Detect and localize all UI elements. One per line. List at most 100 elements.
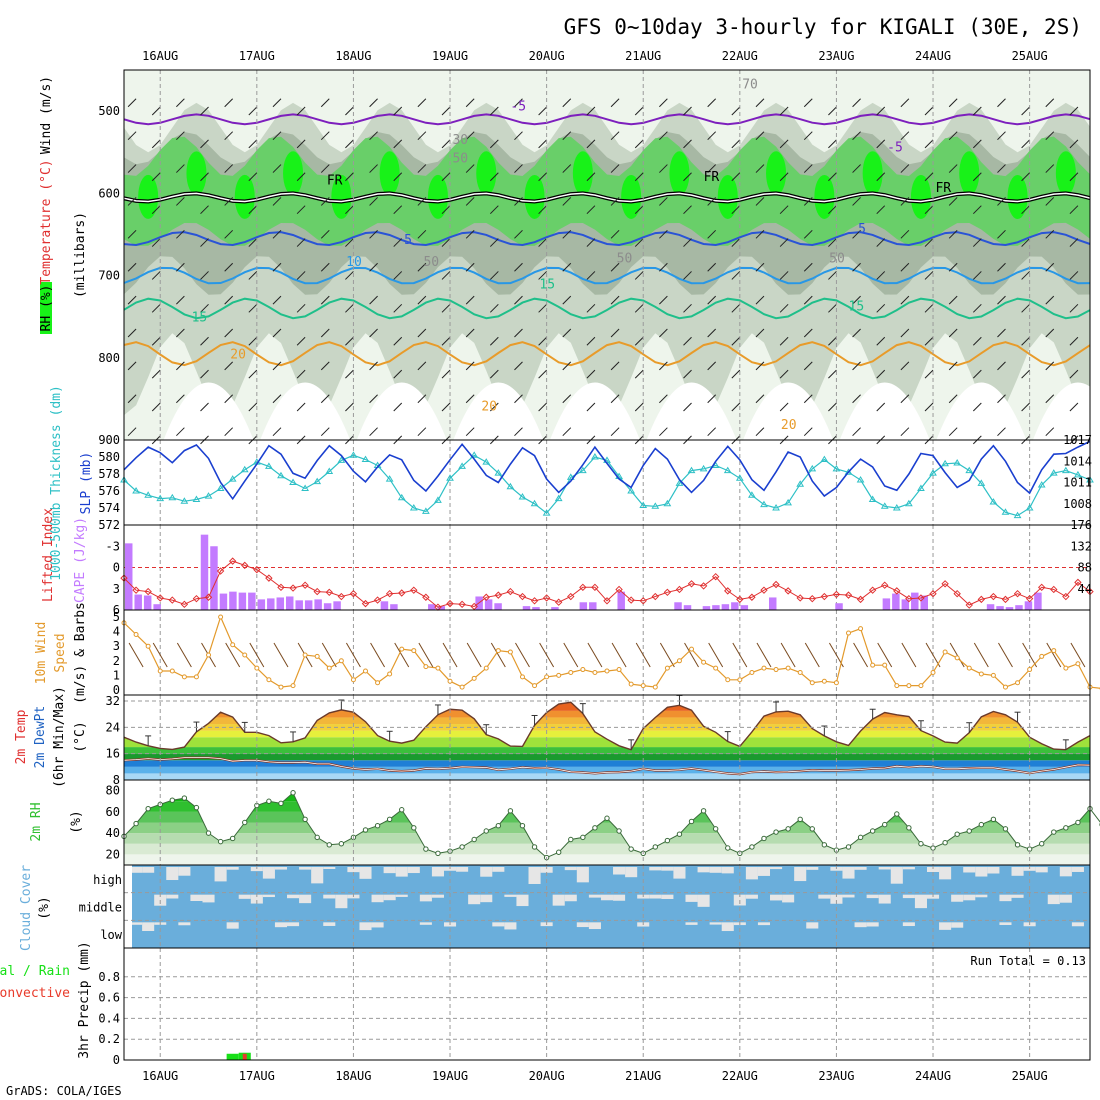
wind-barb xyxy=(707,229,717,239)
wind-speed-marker xyxy=(882,662,888,668)
wind-barb xyxy=(1045,394,1055,404)
wind-barb xyxy=(828,303,837,313)
wind-barb xyxy=(828,336,837,346)
cloud-gap xyxy=(516,894,529,907)
wind-barb xyxy=(828,172,837,182)
cape-bar xyxy=(579,602,588,610)
rh-marker xyxy=(906,825,912,831)
wind-barb xyxy=(683,369,692,379)
wind-barb xyxy=(272,98,282,108)
wind-barb xyxy=(731,336,741,346)
time-label-bottom: 23AUG xyxy=(818,1069,854,1083)
wind-barb xyxy=(248,106,258,116)
contour-label: FR xyxy=(327,174,343,189)
lifted-index-marker xyxy=(844,591,853,599)
cape-tick-label: 176 xyxy=(1070,518,1092,532)
wind-barb xyxy=(441,106,451,116)
wind-barb xyxy=(586,172,596,182)
wind-barb xyxy=(320,197,330,206)
rh-core xyxy=(524,174,545,219)
wind-barb xyxy=(803,164,813,173)
lifted-index-marker xyxy=(591,583,599,592)
wind-barb xyxy=(803,229,813,239)
rh-core xyxy=(1007,174,1028,219)
rh-marker xyxy=(459,844,465,850)
cloud-axis-label-2: (%) xyxy=(37,896,52,919)
wind-barb xyxy=(224,427,234,437)
cloud-gap xyxy=(854,867,867,870)
wind-barb xyxy=(803,131,813,141)
wind-barb xyxy=(876,106,886,116)
thickness-tick-label: 580 xyxy=(98,450,120,464)
wind-speed-marker xyxy=(1027,667,1033,673)
rh-marker xyxy=(374,822,381,829)
thickness-marker xyxy=(1025,504,1034,511)
wind-barb xyxy=(224,164,234,173)
cloud-gap xyxy=(1071,922,1084,927)
precip-total-label: Total / Rain xyxy=(0,964,70,979)
wind-barb xyxy=(200,139,209,149)
wind-barb xyxy=(417,262,427,272)
wind-barb xyxy=(369,98,378,108)
wind-barb xyxy=(272,197,282,206)
lifted-index-marker xyxy=(929,590,937,598)
cloud-gap xyxy=(649,867,662,871)
cloud-gap xyxy=(588,894,601,898)
wind-barb xyxy=(296,238,306,247)
wind-speed-marker xyxy=(230,642,236,648)
wind-barb xyxy=(852,295,861,305)
wind-speed-marker xyxy=(411,648,417,654)
wind-barb xyxy=(224,295,234,305)
rh-marker xyxy=(1014,842,1021,848)
wind-barb xyxy=(972,238,982,247)
temp-axis-label-4: (°C) xyxy=(73,721,88,752)
thickness-marker xyxy=(458,462,466,469)
lifted-index-marker xyxy=(180,600,189,609)
wind-speed-marker xyxy=(604,668,610,674)
wind-barb xyxy=(779,139,789,149)
time-label-bottom: 17AUG xyxy=(239,1069,275,1083)
time-label-bottom: 16AUG xyxy=(142,1069,178,1083)
wind-barb xyxy=(465,98,475,108)
thickness-marker xyxy=(132,487,140,494)
cloud-gap xyxy=(323,922,336,926)
rh-marker xyxy=(1051,829,1057,835)
wind-barb xyxy=(828,139,837,149)
cape-bar xyxy=(1005,607,1014,610)
cloud-gap xyxy=(564,867,577,871)
wind-barb xyxy=(900,229,910,239)
wind-barb xyxy=(369,197,378,206)
wind-barb xyxy=(876,238,886,247)
wind-barb xyxy=(659,427,668,437)
lifted-index-marker xyxy=(1001,595,1010,604)
wind-barb xyxy=(489,172,499,182)
wind-barb xyxy=(1021,205,1030,215)
cloud-gap xyxy=(661,894,674,899)
wind-speed-marker xyxy=(387,671,393,677)
thickness-marker xyxy=(494,469,503,476)
wind-barb xyxy=(948,295,958,305)
wind-barb xyxy=(1045,427,1055,437)
lifted-index-marker xyxy=(615,585,623,594)
thickness-marker xyxy=(325,467,334,474)
temp-band xyxy=(124,753,1090,761)
wind-barb xyxy=(731,369,741,379)
wind-barb xyxy=(852,229,861,239)
lifted-index-line xyxy=(123,560,1091,608)
wind-barb xyxy=(176,197,185,206)
wind-barb xyxy=(1069,172,1079,182)
cape-bar xyxy=(721,604,730,610)
slp-tick-label: 1014 xyxy=(1063,454,1092,468)
rh-marker xyxy=(145,805,151,812)
wind-barb xyxy=(876,139,886,149)
top-time-axis: 16AUG 17AUG 18AUG 19AUG 20AUG 21AUG 22AUG 23AUG… xyxy=(142,49,1048,63)
time-label-bottom: 24AUG xyxy=(915,1069,951,1083)
lifted-index-marker xyxy=(724,587,732,595)
cloud-gap xyxy=(250,894,263,904)
wind-barb xyxy=(320,98,330,108)
time-label-top: 18AUG xyxy=(335,49,371,63)
thickness-marker xyxy=(289,478,297,485)
thickness-marker xyxy=(1049,469,1058,476)
rh-core xyxy=(959,151,980,196)
wind-speed-line xyxy=(123,615,1100,689)
